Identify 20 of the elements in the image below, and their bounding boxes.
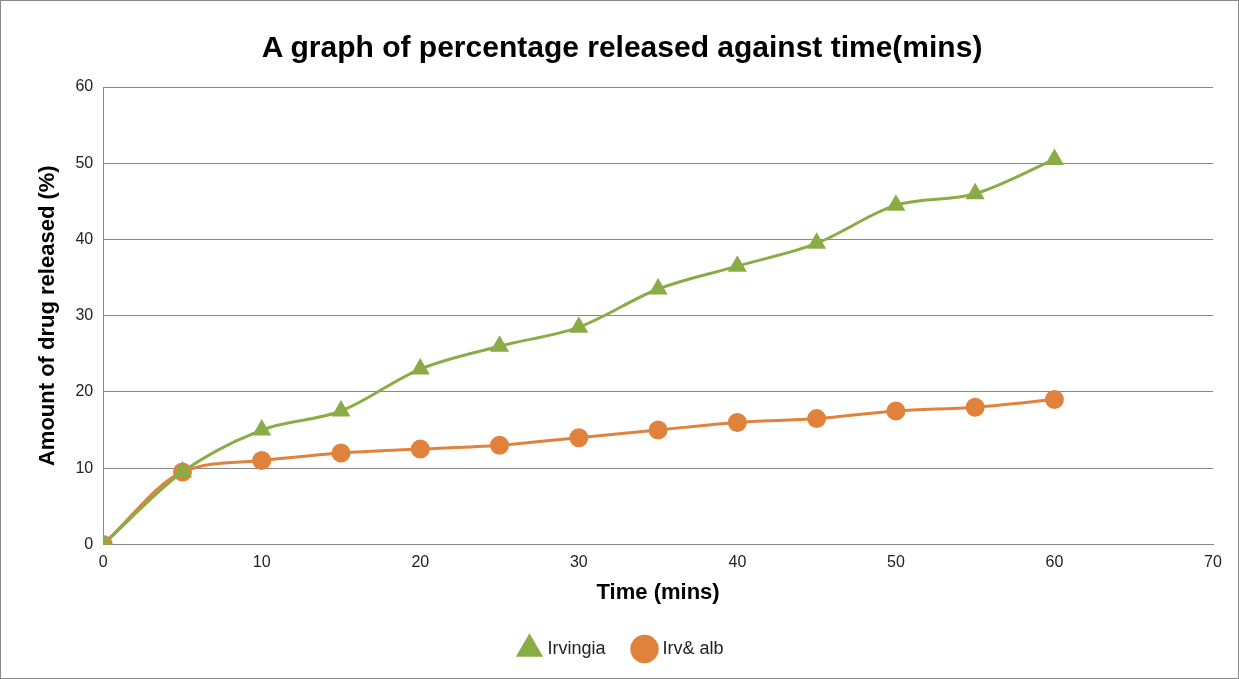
x-tick-label: 50 bbox=[887, 553, 905, 571]
y-tick-label: 0 bbox=[84, 534, 94, 552]
legend-label: Irvingia bbox=[547, 637, 607, 658]
x-tick-label: 60 bbox=[1045, 553, 1064, 571]
x-tick-label: 20 bbox=[411, 553, 430, 571]
y-tick-label: 40 bbox=[75, 229, 94, 247]
x-tick-label: 10 bbox=[252, 553, 271, 571]
y-tick-label: 10 bbox=[75, 458, 94, 476]
x-tick-label: 70 bbox=[1204, 553, 1222, 571]
y-tick-label: 60 bbox=[75, 77, 94, 95]
chart-title: A graph of percentage released against time(mins) bbox=[261, 30, 983, 64]
y-tick-label: 20 bbox=[75, 382, 94, 400]
x-axis-title: Time (mins) bbox=[596, 578, 720, 604]
x-tick-label: 40 bbox=[728, 553, 747, 571]
x-tick-label: 0 bbox=[98, 553, 108, 571]
x-tick-label: 30 bbox=[569, 553, 588, 571]
y-tick-label: 30 bbox=[75, 306, 94, 324]
legend-label: Irv& alb bbox=[662, 637, 724, 658]
y-axis-title: Amount of drug released (%) bbox=[34, 165, 60, 467]
y-tick-label: 50 bbox=[75, 153, 94, 171]
